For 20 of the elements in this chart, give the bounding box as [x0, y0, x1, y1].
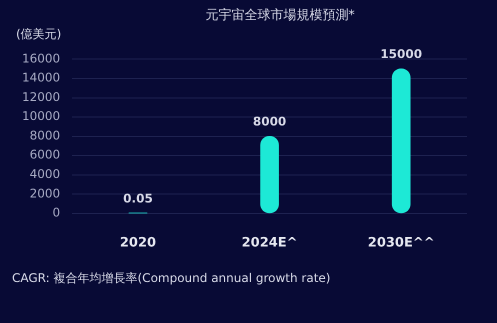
y-tick-label: 6000	[30, 148, 60, 162]
x-tick-label: 2030E^^	[368, 236, 435, 251]
y-tick-label: 2000	[30, 186, 60, 200]
data-label: 0.05	[123, 192, 153, 206]
y-tick-label: 14000	[22, 70, 60, 85]
y-tick-label: 12000	[22, 90, 60, 104]
y-tick-label: 16000	[22, 51, 60, 66]
data-label: 15000	[380, 46, 422, 61]
x-tick-label: 2024E^	[242, 236, 298, 251]
y-tick-label: 4000	[30, 166, 60, 181]
y-tick-label: 0	[52, 206, 60, 220]
y-tick-label: 8000	[30, 128, 60, 142]
chart-title: 元宇宙全球市場規模預測*	[204, 7, 356, 24]
data-label: 8000	[252, 114, 286, 128]
text: CAGR: 複合年均增長率(Compound annual growth rate)	[12, 270, 330, 287]
y-axis-title: (億美元)	[16, 26, 62, 43]
x-tick-label: 2020	[120, 236, 156, 251]
bar	[392, 68, 411, 214]
y-tick-label: 10000	[22, 109, 60, 124]
bar	[260, 136, 279, 214]
